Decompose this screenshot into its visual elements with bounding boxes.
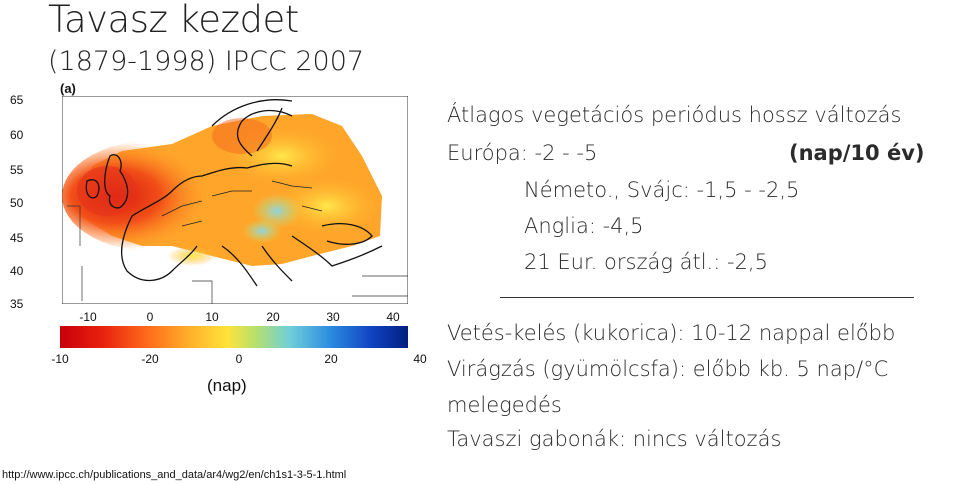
text-line-1: Átlagos vegetációs periódus hossz változ… (447, 103, 902, 127)
coast-balkans (291, 235, 383, 267)
coast-britain (104, 154, 129, 209)
lon-label-30: 30 (326, 310, 340, 324)
colorbar (60, 326, 408, 348)
text-line-2-unit: (nap/10 év) (789, 141, 925, 165)
text-line-4: Anglia: -4,5 (524, 214, 644, 238)
coast-continent (120, 162, 293, 282)
figure-label: (a) (60, 81, 76, 96)
lat-label-55: 55 (10, 163, 24, 177)
text-line-2: Európa: -2 - -5 (447, 141, 597, 165)
text-line-7: Virágzás (gyümölcsfa): előbb kb. 5 nap/°… (447, 357, 889, 381)
coast-blacksea (321, 223, 373, 245)
colorbar-label--10: -10 (51, 352, 69, 366)
lon-label--10: -10 (79, 310, 97, 324)
colorbar-label--20: -20 (141, 352, 159, 366)
lat-label-40: 40 (10, 264, 24, 278)
text-line-3: Németo., Svájc: -1,5 - -2,5 (524, 178, 800, 202)
lon-label-10: 10 (205, 310, 219, 324)
text-line-6: Vetés-kelés (kukorica): 10-12 nappal elő… (447, 321, 896, 345)
colorbar-label-40: 40 (413, 352, 427, 366)
divider-line (500, 297, 914, 298)
lat-label-50: 50 (10, 196, 24, 210)
coast-scandinavia (211, 99, 293, 157)
lon-label-40: 40 (386, 310, 400, 324)
text-line-5: 21 Eur. ország átl.: -2,5 (524, 250, 768, 274)
text-line-8: melegedés (447, 393, 562, 417)
unit-label: (nap/10 év) (789, 141, 925, 165)
colorbar-unit: (nap) (207, 376, 247, 395)
text-line-9: Tavaszi gabonák: nincs változás (447, 427, 782, 451)
coast-italy (221, 245, 293, 287)
lat-label-45: 45 (10, 231, 24, 245)
lon-label-0: 0 (146, 310, 154, 324)
coast-ireland (85, 179, 100, 199)
colorbar-label-0: 0 (235, 352, 243, 366)
source-url[interactable]: http://www.ipcc.ch/publications_and_data… (2, 469, 347, 481)
slide-subtitle: (1879-1998) IPCC 2007 (48, 46, 365, 77)
lat-label-65: 65 (10, 93, 24, 107)
lat-label-60: 60 (10, 128, 24, 142)
lon-label-20: 20 (266, 310, 280, 324)
text-line-2-value: Európa: -2 - -5 (447, 141, 598, 165)
europe-change-map (62, 96, 408, 304)
colorbar-label-20: 20 (324, 352, 338, 366)
lat-label-35: 35 (10, 297, 24, 311)
slide-title: Tavasz kezdet (48, 0, 299, 41)
